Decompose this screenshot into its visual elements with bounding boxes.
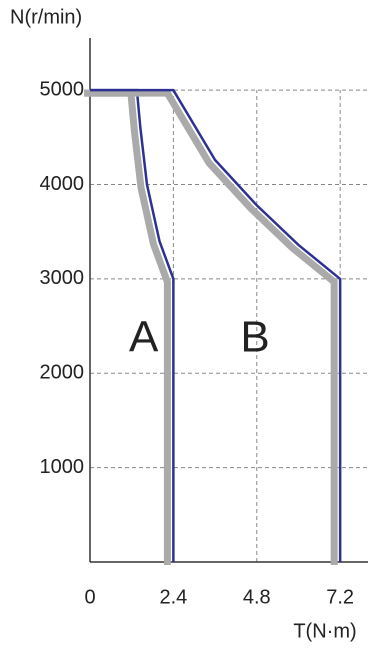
y-tick-label: 3000 — [40, 267, 85, 289]
y-axis-label: N(r/min) — [10, 6, 82, 28]
x-tick-label: 0 — [84, 586, 95, 608]
y-tick-label: 4000 — [40, 173, 85, 195]
y-tick-label: 5000 — [40, 78, 85, 100]
x-axis-label: T(N·m) — [293, 620, 356, 642]
x-tick-label: 7.2 — [326, 586, 354, 608]
x-tick-label: 4.8 — [243, 586, 271, 608]
series-label: A — [129, 313, 159, 362]
y-tick-label: 1000 — [40, 456, 85, 478]
line — [90, 88, 342, 562]
line-shadow — [84, 89, 338, 565]
y-tick-label: 2000 — [40, 362, 85, 384]
x-tick-label: 2.4 — [159, 586, 187, 608]
series-label: B — [240, 313, 269, 362]
